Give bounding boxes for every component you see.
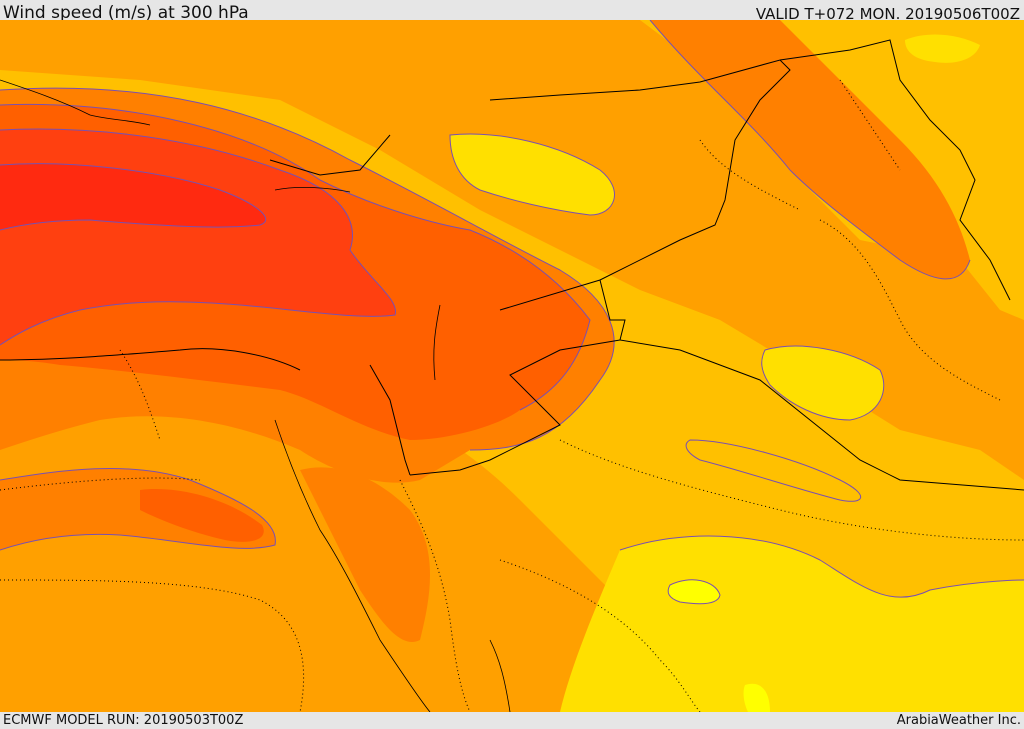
country-borders xyxy=(0,39,1024,491)
band-northeast xyxy=(650,20,970,279)
regional-borders xyxy=(0,79,1024,712)
band-jet-max xyxy=(0,163,266,230)
band-northeast-yellow xyxy=(905,34,980,63)
band-arabia-min xyxy=(668,579,720,604)
band-egypt-core xyxy=(140,489,264,542)
band-red-sea-lobe xyxy=(300,467,430,642)
map-canvas xyxy=(0,20,1024,712)
valid-time: VALID T+072 MON. 20190506T00Z xyxy=(755,5,1020,23)
map-title: Wind speed (m/s) at 300 hPa xyxy=(3,3,249,23)
band-jet-outer xyxy=(0,20,1024,480)
band-arabia-min-south xyxy=(743,683,770,712)
band-southwest xyxy=(0,350,650,712)
coastlines xyxy=(0,79,511,712)
model-run-label: ECMWF MODEL RUN: 20190503T00Z xyxy=(3,713,244,728)
credit-label: ArabiaWeather Inc. xyxy=(896,713,1021,728)
wind-speed-map xyxy=(0,20,1024,712)
band-syria-yellow xyxy=(450,134,615,215)
footer-bar: ECMWF MODEL RUN: 20190503T00Z ArabiaWeat… xyxy=(0,712,1024,729)
header-bar: Wind speed (m/s) at 300 hPa VALID T+072 … xyxy=(0,0,1024,23)
band-iraq-yellow xyxy=(761,346,884,420)
band-arabia-yellow xyxy=(560,536,1024,712)
contour-lines xyxy=(0,20,1024,605)
